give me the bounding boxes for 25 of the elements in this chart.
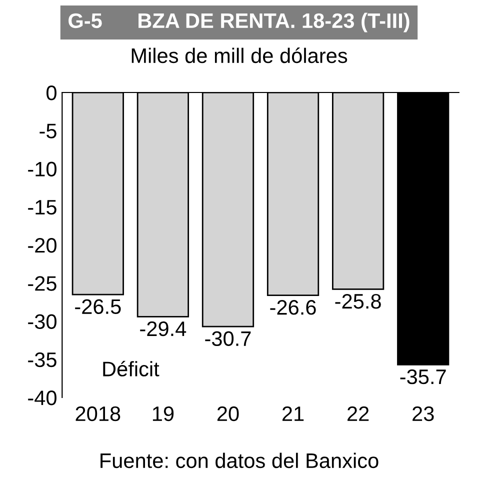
y-tick-label: -30 — [28, 314, 56, 330]
y-tick-label: -40 — [28, 390, 56, 406]
x-tick-label: 20 — [217, 406, 239, 422]
y-axis-title: Miles de mill de dólares — [132, 48, 348, 64]
y-tick-label: -20 — [28, 238, 56, 253]
data-label: -35.7 — [400, 369, 446, 384]
y-tick-label: 0 — [46, 86, 56, 100]
data-label: -26.5 — [75, 299, 121, 314]
source-note: Fuente: con datos del Banxico — [100, 452, 378, 468]
chart-title: G-5 BZA DE RENTA. 18-23 (T-III) — [68, 12, 410, 32]
x-tick-label: 22 — [348, 406, 369, 421]
x-tick-label: 19 — [152, 406, 174, 422]
x-tick-label: 23 — [412, 406, 434, 422]
x-tick-label: 2018 — [76, 406, 120, 422]
annotation: Déficit — [103, 360, 160, 376]
y-tick-label: -10 — [28, 162, 56, 177]
y-tick-label: -35 — [28, 352, 56, 368]
y-tick-label: -5 — [40, 124, 56, 138]
data-label: -25.8 — [335, 294, 381, 309]
x-tick-label: 21 — [282, 406, 304, 421]
data-label: -30.7 — [205, 331, 251, 346]
data-label: -29.4 — [140, 321, 186, 336]
y-tick-label: -25 — [28, 276, 56, 291]
data-label: -26.6 — [270, 300, 316, 315]
y-tick-label: -15 — [28, 200, 56, 215]
